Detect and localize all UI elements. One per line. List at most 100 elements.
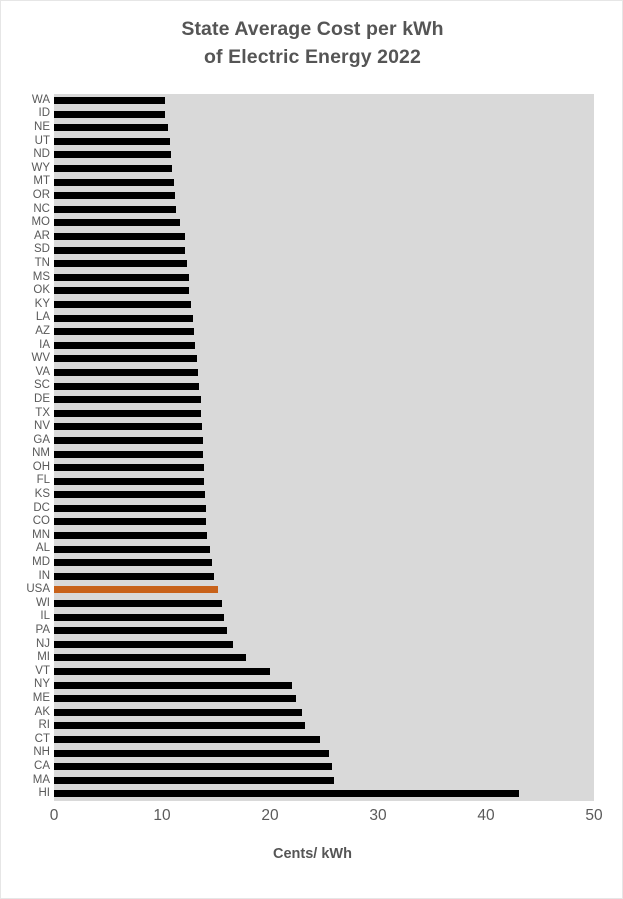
y-axis-tick-labels: WA ID NE UT ND WY MT OR NC MO AR SD TN MS OK KY LA AZ IA WV… [1, 94, 50, 801]
bar-va[interactable] [54, 368, 198, 376]
bar-mn[interactable] [54, 532, 208, 540]
bar-row [54, 651, 594, 665]
bar-row [54, 94, 594, 108]
x-tick-label-40: 40 [477, 807, 495, 824]
y-tick-label-wa: WA [31, 93, 50, 106]
bar-nc[interactable] [54, 205, 177, 213]
bar-fl[interactable] [54, 477, 205, 485]
bar-ca[interactable] [54, 763, 332, 771]
bar-id[interactable] [54, 110, 166, 118]
bar-row [54, 230, 594, 244]
bar-row [54, 461, 594, 475]
y-tick-label-pa: PA [35, 624, 51, 637]
y-tick-label-ca: CA [34, 760, 50, 772]
bar-row [54, 189, 594, 203]
y-tick-label-ky: KY [34, 297, 50, 310]
bar-il[interactable] [54, 613, 224, 621]
y-tick-label-ks: KS [34, 488, 50, 501]
bar-row [54, 706, 594, 720]
bar-ak[interactable] [54, 708, 303, 716]
bar-az[interactable] [54, 328, 195, 336]
y-tick-label-tn: TN [34, 256, 50, 269]
bar-row [54, 284, 594, 298]
y-tick-label-ct: CT [34, 732, 50, 745]
bar-nj[interactable] [54, 640, 234, 648]
y-tick-label-md: MD [32, 556, 50, 569]
y-tick-label-mo: MO [31, 216, 50, 229]
bar-al[interactable] [54, 545, 210, 553]
bar-ct[interactable] [54, 736, 320, 744]
bar-me[interactable] [54, 695, 296, 703]
bar-row [54, 665, 594, 679]
bar-wa[interactable] [54, 97, 166, 104]
y-tick-label-sc: SC [34, 379, 50, 392]
bar-ut[interactable] [54, 137, 170, 145]
bar-ma[interactable] [54, 776, 334, 784]
bar-row [54, 420, 594, 434]
bar-sd[interactable] [54, 246, 185, 254]
y-tick-label-il: IL [40, 610, 50, 623]
bar-usa[interactable] [54, 586, 219, 594]
bar-ms[interactable] [54, 273, 189, 281]
bar-nd[interactable] [54, 151, 171, 159]
bar-ga[interactable] [54, 436, 204, 444]
bar-mt[interactable] [54, 178, 174, 186]
bar-mi[interactable] [54, 654, 247, 662]
bar-tn[interactable] [54, 260, 187, 268]
bar-row [54, 216, 594, 230]
bar-wv[interactable] [54, 355, 197, 363]
bar-sc[interactable] [54, 382, 199, 390]
bar-ri[interactable] [54, 722, 305, 730]
y-tick-label-usa: USA [26, 583, 50, 596]
y-tick-label-ny: NY [34, 678, 50, 691]
y-tick-label-in: IN [38, 569, 51, 582]
bar-tx[interactable] [54, 409, 201, 417]
bar-row [54, 298, 594, 312]
bar-pa[interactable] [54, 627, 227, 635]
bar-ny[interactable] [54, 681, 292, 689]
bar-ia[interactable] [54, 341, 196, 349]
bar-row [54, 352, 594, 366]
y-tick-label-ar: AR [34, 229, 50, 242]
bar-dc[interactable] [54, 504, 207, 512]
y-tick-label-wv: WV [31, 352, 50, 365]
bar-nm[interactable] [54, 450, 204, 458]
bar-row [54, 121, 594, 135]
y-tick-label-ak: AK [34, 705, 50, 718]
bar-ks[interactable] [54, 491, 206, 499]
y-tick-label-ga: GA [33, 433, 50, 446]
bar-row [54, 203, 594, 217]
bar-row [54, 583, 594, 597]
y-tick-label-nj: NJ [35, 637, 50, 650]
bar-mo[interactable] [54, 219, 181, 227]
bar-row [54, 488, 594, 502]
bar-la[interactable] [54, 314, 194, 322]
bar-ky[interactable] [54, 300, 192, 308]
bar-de[interactable] [54, 396, 201, 404]
y-tick-label-ut: UT [34, 134, 50, 147]
bar-row [54, 393, 594, 407]
bar-wi[interactable] [54, 600, 223, 608]
bar-ne[interactable] [54, 124, 169, 132]
y-tick-label-wy: WY [31, 161, 50, 174]
bar-row [54, 434, 594, 448]
y-tick-label-mt: MT [33, 175, 50, 188]
bar-in[interactable] [54, 572, 214, 580]
y-tick-label-ok: OK [33, 284, 50, 297]
bar-ar[interactable] [54, 232, 185, 240]
bar-oh[interactable] [54, 464, 205, 472]
bar-co[interactable] [54, 518, 207, 526]
y-tick-label-mi: MI [37, 651, 50, 664]
bar-ok[interactable] [54, 287, 189, 295]
bar-nh[interactable] [54, 749, 330, 757]
x-tick-label-10: 10 [153, 807, 171, 824]
bar-nv[interactable] [54, 423, 202, 431]
bar-row [54, 787, 594, 801]
y-tick-label-la: LA [35, 311, 50, 324]
bar-md[interactable] [54, 559, 212, 567]
bar-hi[interactable] [54, 790, 520, 798]
bar-or[interactable] [54, 192, 175, 200]
bar-vt[interactable] [54, 668, 270, 676]
bar-wy[interactable] [54, 164, 172, 172]
y-tick-label-id: ID [38, 107, 51, 120]
